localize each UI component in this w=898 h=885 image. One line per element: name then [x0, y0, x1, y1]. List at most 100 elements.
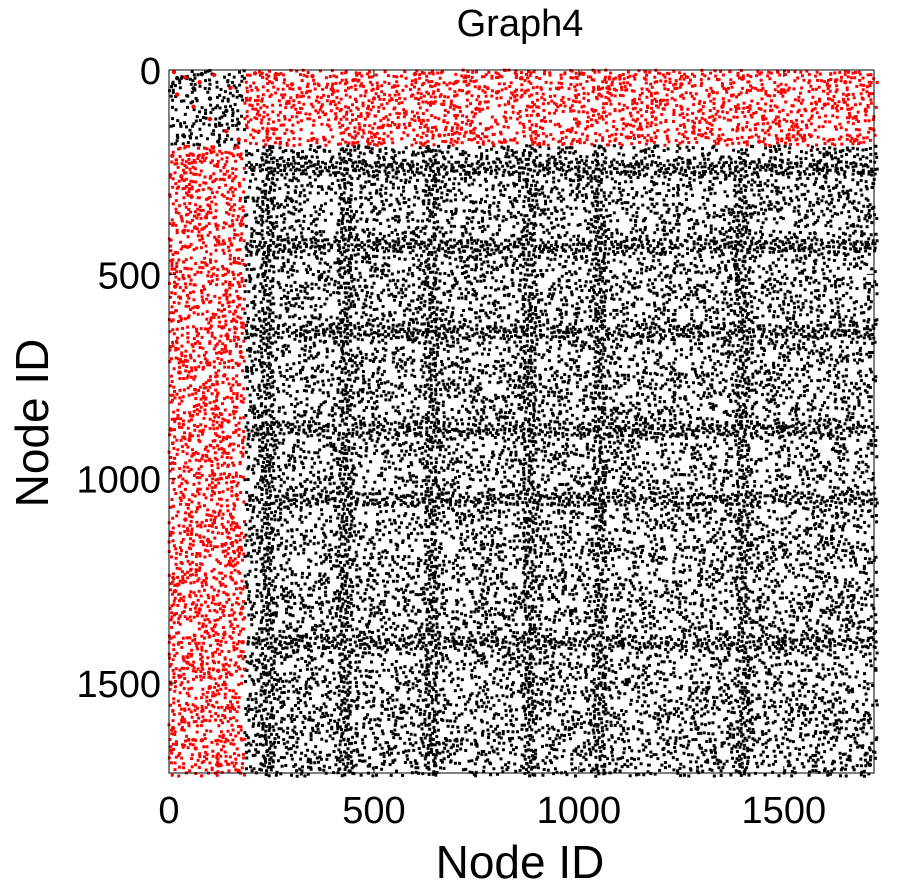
data-point	[170, 153, 175, 159]
data-point	[252, 71, 258, 76]
data-point	[310, 374, 315, 379]
data-point	[363, 284, 368, 289]
data-point	[412, 71, 418, 77]
data-point	[211, 472, 217, 477]
data-point	[240, 640, 245, 645]
data-point	[527, 680, 532, 686]
data-point	[171, 69, 177, 75]
data-point	[224, 288, 229, 293]
data-point	[172, 284, 178, 289]
data-point	[207, 116, 213, 122]
data-point	[185, 660, 190, 665]
data-point	[189, 194, 194, 199]
data-point	[351, 78, 356, 83]
data-point	[429, 742, 434, 747]
data-point	[748, 656, 754, 661]
y-tick-label: 1000	[76, 460, 161, 502]
x-axis-ticks: 0 500 1000 1500	[158, 70, 826, 832]
data-point	[761, 116, 766, 122]
data-point	[211, 72, 217, 78]
data-point	[183, 517, 188, 522]
data-point	[168, 427, 174, 432]
data-point	[429, 435, 434, 441]
data-point	[502, 139, 508, 144]
data-point	[453, 80, 459, 85]
data-point	[757, 139, 762, 144]
data-point	[720, 104, 725, 109]
data-point	[527, 517, 532, 522]
data-point	[658, 251, 664, 257]
data-point	[230, 705, 235, 710]
data-point	[330, 329, 336, 334]
matrix-pattern-layer	[167, 68, 879, 778]
data-point	[781, 640, 787, 645]
data-point	[556, 86, 561, 91]
data-point	[218, 762, 223, 768]
series-1-group	[174, 71, 873, 768]
data-point	[740, 329, 746, 334]
data-point	[433, 329, 438, 334]
data-point	[773, 680, 778, 686]
data-point	[843, 329, 848, 334]
data-point	[261, 272, 266, 277]
data-point	[429, 100, 434, 105]
y-tick-label: 0	[140, 51, 161, 93]
adjacency-pattern-black	[168, 69, 879, 778]
data-point	[172, 588, 178, 594]
x-tick-label: 500	[342, 790, 405, 832]
data-point	[181, 133, 186, 138]
data-point	[867, 762, 873, 768]
data-point	[228, 85, 233, 91]
data-point	[269, 169, 274, 175]
data-point	[576, 174, 582, 179]
data-point	[781, 88, 787, 93]
data-point	[658, 98, 664, 103]
data-point	[392, 84, 397, 89]
data-point	[502, 415, 508, 420]
data-point	[181, 229, 186, 234]
y-tick-label: 1500	[76, 664, 161, 706]
data-point	[197, 607, 202, 612]
data-point	[568, 129, 573, 134]
data-point	[429, 599, 434, 604]
data-point	[474, 742, 479, 747]
data-point	[379, 125, 385, 130]
data-point	[478, 386, 483, 392]
data-point	[429, 210, 434, 216]
data-point	[187, 437, 192, 443]
x-axis-label: Node ID	[436, 836, 605, 885]
data-point	[863, 108, 869, 114]
data-point	[236, 120, 241, 126]
data-point	[371, 174, 377, 179]
data-point	[199, 738, 204, 743]
data-point	[453, 640, 459, 645]
data-point	[238, 611, 243, 616]
data-point	[576, 120, 582, 126]
data-point	[236, 768, 241, 774]
data-point	[601, 509, 606, 514]
data-point	[193, 746, 198, 751]
data-point	[822, 729, 828, 735]
data-point	[174, 92, 180, 97]
data-point	[261, 721, 266, 727]
data-point	[179, 174, 184, 179]
data-point	[351, 558, 356, 563]
data-point	[261, 476, 266, 481]
data-point	[597, 701, 602, 706]
data-point	[576, 480, 582, 486]
data-point	[215, 668, 221, 674]
data-point	[724, 631, 729, 637]
data-point	[205, 362, 211, 367]
data-point	[199, 71, 204, 77]
data-point	[265, 129, 270, 134]
data-point	[228, 562, 233, 567]
data-point	[650, 558, 655, 563]
data-point	[453, 427, 459, 432]
data-point	[174, 582, 180, 588]
data-point	[310, 73, 315, 79]
data-point	[802, 137, 807, 142]
data-point	[699, 603, 705, 608]
data-point	[289, 82, 295, 87]
y-axis-ticks: 0 500 1000 1500	[76, 51, 874, 706]
